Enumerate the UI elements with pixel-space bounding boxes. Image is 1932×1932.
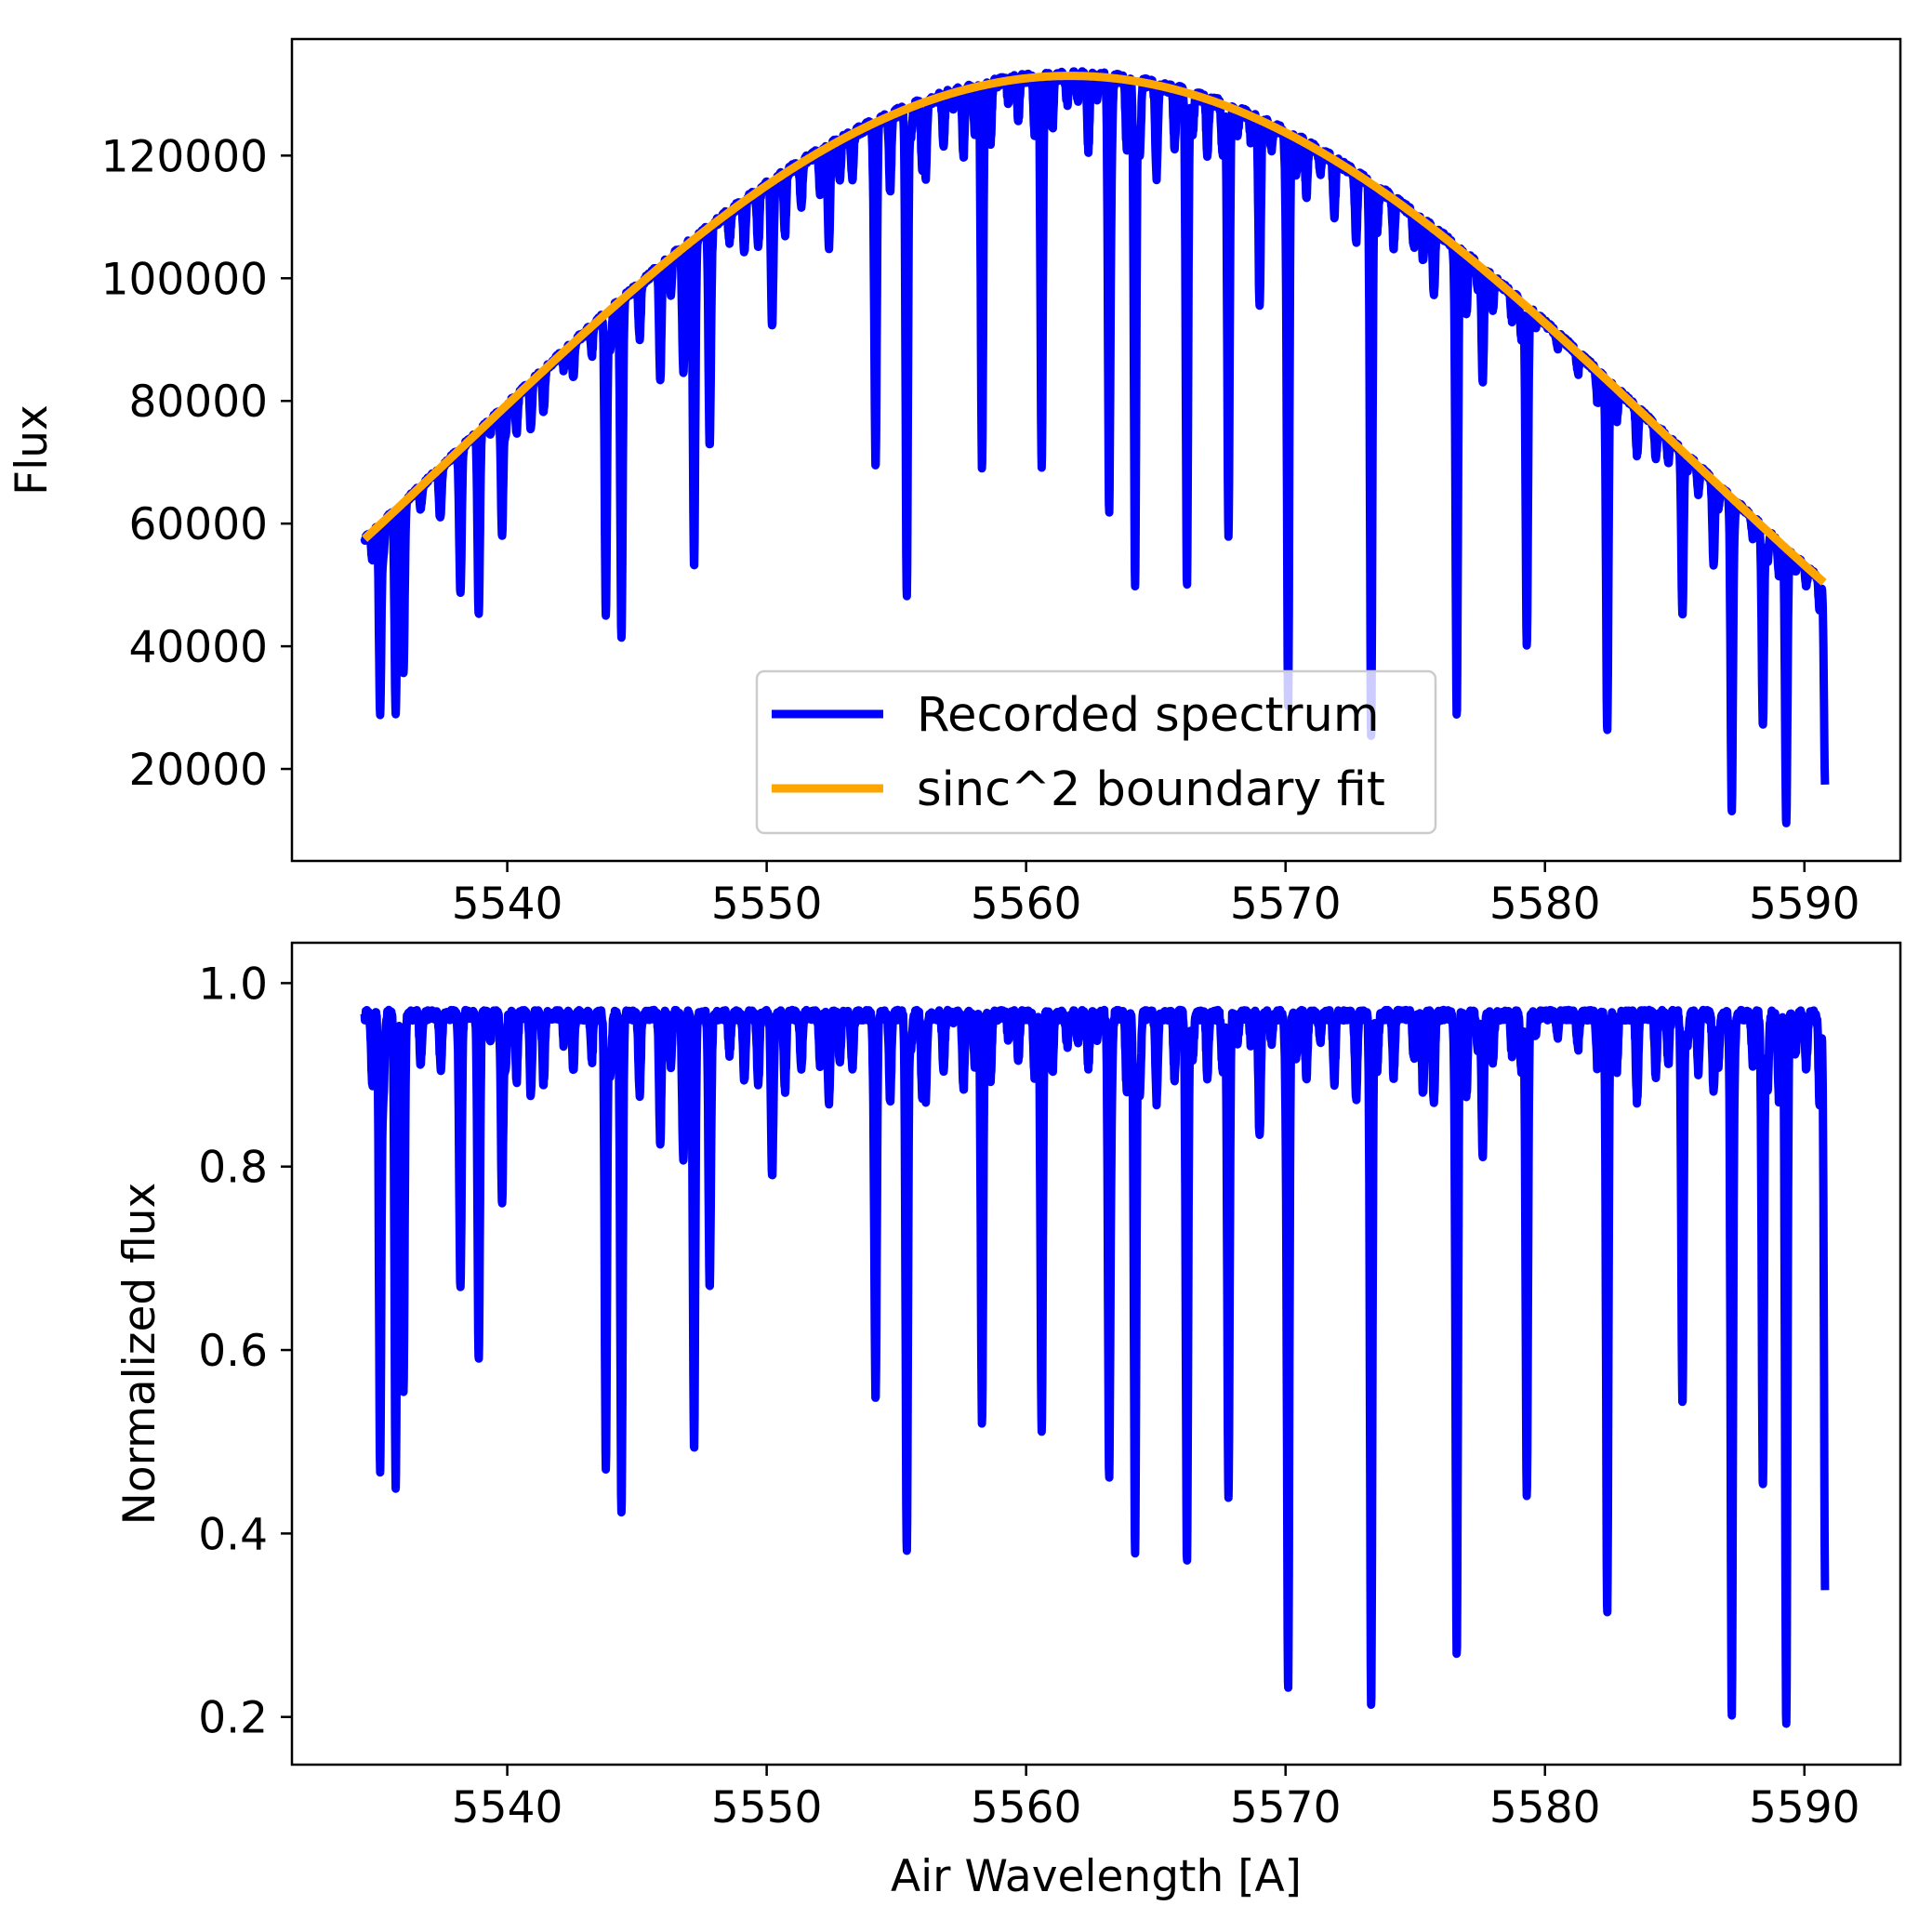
bottom-x-axis: 5540 5550 5560 5570 5580 5590: [452, 1765, 1860, 1833]
y-tick-label: 20000: [128, 745, 268, 796]
x-tick-label: 5540: [452, 879, 563, 930]
x-tick-label: 5590: [1749, 879, 1860, 930]
y-tick-label: 60000: [128, 499, 268, 550]
x-tick-label: 5580: [1489, 879, 1601, 930]
bottom-y-axis: 0.2 0.4 0.6 0.8 1.0: [198, 959, 292, 1744]
x-tick-label: 5550: [711, 1782, 823, 1833]
y-tick-label: 0.8: [198, 1143, 268, 1194]
top-x-axis: 5540 5550 5560 5570 5580 5590: [452, 861, 1860, 930]
legend-label-recorded-spectrum: Recorded spectrum: [917, 688, 1380, 743]
x-tick-label: 5560: [971, 1782, 1082, 1833]
series-line-sinc-2-boundary-fit: [362, 72, 1827, 586]
legend-label-sinc2-fit: sinc^2 boundary fit: [917, 762, 1385, 817]
y-tick-label: 120000: [101, 131, 268, 182]
x-tick-label: 5590: [1749, 1782, 1860, 1833]
bottom-x-axis-label: Air Wavelength [A]: [891, 1851, 1302, 1902]
y-tick-label: 100000: [101, 254, 268, 305]
x-tick-label: 5540: [452, 1782, 563, 1833]
x-tick-label: 5570: [1230, 1782, 1342, 1833]
top-plot-area: [360, 67, 1830, 827]
bottom-y-axis-label: Normalized flux: [114, 1183, 165, 1526]
bottom-panel: 5540 5550 5560 5570 5580 5590 0.2 0.4 0.6 0.8 1.0…: [114, 941, 1902, 1902]
top-legend: Recorded spectrum sinc^2 boundary fit: [755, 669, 1437, 835]
y-tick-label: 80000: [128, 377, 268, 428]
x-tick-label: 5560: [971, 879, 1082, 930]
top-panel: 5540 5550 5560 5570 5580 5590 20000 40000 60000…: [7, 37, 1902, 930]
top-y-axis-label: Flux: [7, 404, 58, 496]
y-tick-label: 0.2: [198, 1693, 268, 1744]
top-axes-frame: [290, 37, 1902, 863]
bottom-plot-area: [360, 1005, 1830, 1728]
y-tick-label: 0.6: [198, 1326, 268, 1377]
legend-frame: [755, 669, 1437, 835]
top-y-axis: 20000 40000 60000 80000 100000 120000: [101, 131, 292, 796]
series-line-normalized-spectrum: [360, 1005, 1830, 1728]
x-tick-label: 5570: [1230, 879, 1342, 930]
y-tick-label: 1.0: [198, 959, 268, 1010]
x-tick-label: 5550: [711, 879, 823, 930]
x-tick-label: 5580: [1489, 1782, 1601, 1833]
y-tick-label: 40000: [128, 622, 268, 673]
y-tick-label: 0.4: [198, 1509, 268, 1560]
bottom-axes-frame: [290, 941, 1902, 1767]
